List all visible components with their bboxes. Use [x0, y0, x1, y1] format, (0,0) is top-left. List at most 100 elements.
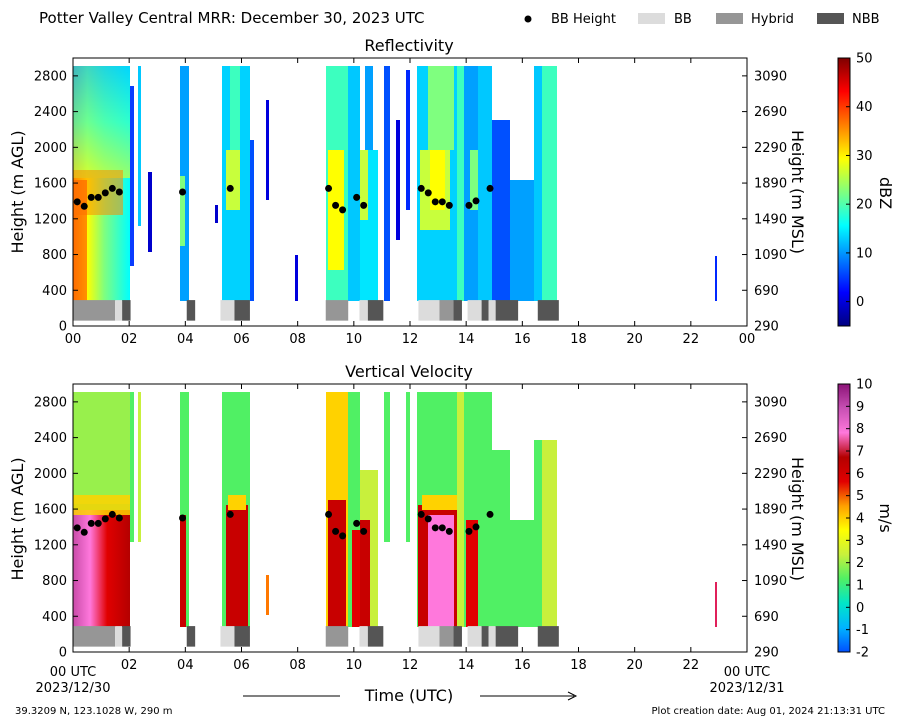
x-tick-label: 12 [402, 332, 419, 347]
header-legend: BB Height BB Hybrid NBB [524, 12, 880, 27]
colorbar-tick-label: 10 [856, 378, 873, 393]
colorbar-tick-label: 9 [856, 400, 864, 415]
y-tick-label: 1200 [34, 538, 67, 553]
x-tick-label: 16 [514, 658, 531, 673]
bb-height-point [87, 519, 95, 527]
bb-height-point [80, 528, 88, 536]
x-axis-label: Time (UTC) [364, 686, 453, 705]
x-tick-label: 14 [458, 658, 475, 673]
x-end-tick: 00 UTC [724, 665, 770, 680]
colorbar-tick-label: -2 [856, 646, 869, 661]
x-tick-label: 06 [233, 658, 250, 673]
velocity-y-label: Height (m AGL) [8, 457, 27, 580]
bb-class-segment [481, 626, 489, 647]
bb-height-point [332, 201, 340, 209]
bb-height-point [80, 202, 88, 210]
bb-height-point [465, 201, 473, 209]
bb-height-point [108, 510, 116, 518]
x-tick-label: 22 [683, 658, 700, 673]
bb-height-point [325, 184, 333, 192]
x-tick-label: 10 [346, 332, 363, 347]
bb-class-segment [467, 300, 482, 321]
colorbar-tick-label: 1 [856, 579, 864, 594]
bb-height-point [94, 519, 102, 527]
bb-class-segment [115, 626, 123, 647]
x-tick-label: 08 [289, 658, 306, 673]
x-tick-label: 10 [346, 658, 363, 673]
bb-class-segment [537, 626, 559, 647]
y2-tick-label: 1490 [754, 538, 787, 553]
colorbar-tick-label: -1 [856, 623, 869, 638]
x-tick-label: 14 [458, 332, 475, 347]
bb-height-point [87, 193, 95, 201]
legend-swatch-bb [638, 13, 665, 24]
colorbar-tick-label: 40 [856, 100, 873, 115]
bb-height-point [353, 519, 361, 527]
y2-tick-label: 690 [754, 610, 779, 625]
y-tick-label: 400 [42, 284, 67, 299]
colorbar-tick-label: 50 [856, 52, 873, 67]
bb-class-segment [234, 626, 250, 647]
x-tick-label: 12 [402, 658, 419, 673]
y-tick-label: 0 [59, 646, 67, 661]
y2-tick-label: 1090 [754, 248, 787, 263]
bb-height-point [179, 514, 187, 522]
bb-class-segment [186, 626, 196, 647]
colorbar-tick-label: 3 [856, 534, 864, 549]
legend-label-bb: BB [674, 12, 692, 27]
bb-height-point [94, 193, 102, 201]
bb-height-point [424, 189, 432, 197]
bb-height-point [486, 184, 494, 192]
time-arrow-head [567, 691, 578, 701]
x-tick-label: 04 [177, 332, 194, 347]
x-tick-label: 06 [233, 332, 250, 347]
x-tick-label: 20 [626, 332, 643, 347]
reflectivity-colorbar-label: dBZ [876, 177, 895, 209]
bb-height-point [339, 206, 347, 214]
x-tick-label: 08 [289, 332, 306, 347]
bb-height-point [445, 201, 453, 209]
bb-height-point [339, 532, 347, 540]
velocity-axes-ticks: 02 04 06 08 10 12 14 16 18 20 22 0 400 800 1200 1600 200… [34, 384, 787, 673]
reflectivity-colorbar-ticks: 0 10 20 30 40 50 [846, 52, 873, 310]
bb-class-segment [367, 300, 384, 321]
colorbar-tick-label: 4 [856, 512, 864, 527]
y2-tick-label: 2690 [754, 431, 787, 446]
y-tick-label: 2000 [34, 467, 67, 482]
bb-class-segment [488, 300, 496, 321]
y-tick-label: 2400 [34, 105, 67, 120]
y-tick-label: 1600 [34, 503, 67, 518]
bb-height-point [424, 515, 432, 523]
x-tick-label: 04 [177, 658, 194, 673]
velocity-field [73, 392, 717, 627]
figure-title: Potter Valley Central MRR: December 30, … [39, 9, 425, 27]
x-start-tick: 00 UTC [50, 665, 96, 680]
bb-height-point [472, 523, 480, 531]
x-tick-label: 22 [683, 332, 700, 347]
bb-height-point [431, 524, 439, 532]
reflectivity-colorbar [837, 57, 851, 327]
plot-creation-date: Plot creation date: Aug 01, 2024 21:13:3… [652, 706, 885, 717]
legend-label-bb-height: BB Height [551, 12, 616, 27]
y2-tick-label: 1890 [754, 177, 787, 192]
legend-label-hybrid: Hybrid [751, 12, 794, 27]
y-tick-label: 2000 [34, 141, 67, 156]
bb-height-point [115, 514, 123, 522]
velocity-title: Vertical Velocity [345, 362, 473, 381]
bb-height-point [108, 184, 116, 192]
x-tick-label: 18 [570, 332, 587, 347]
velocity-colorbar-label: m/s [876, 503, 895, 532]
bb-class-segment [359, 300, 368, 321]
colorbar-tick-label: 20 [856, 198, 873, 213]
y-tick-label: 0 [59, 320, 67, 335]
y-tick-label: 1200 [34, 212, 67, 227]
bb-class-segment [220, 300, 235, 321]
reflectivity-field [73, 66, 717, 301]
bb-class-segment [495, 300, 519, 321]
y-tick-label: 800 [42, 574, 67, 589]
bb-class-segment [359, 626, 368, 647]
y2-tick-label: 290 [754, 646, 779, 661]
bb-height-point [101, 189, 109, 197]
bb-height-point [73, 524, 81, 532]
velocity-y2-label: Height (m MSL) [788, 457, 807, 581]
